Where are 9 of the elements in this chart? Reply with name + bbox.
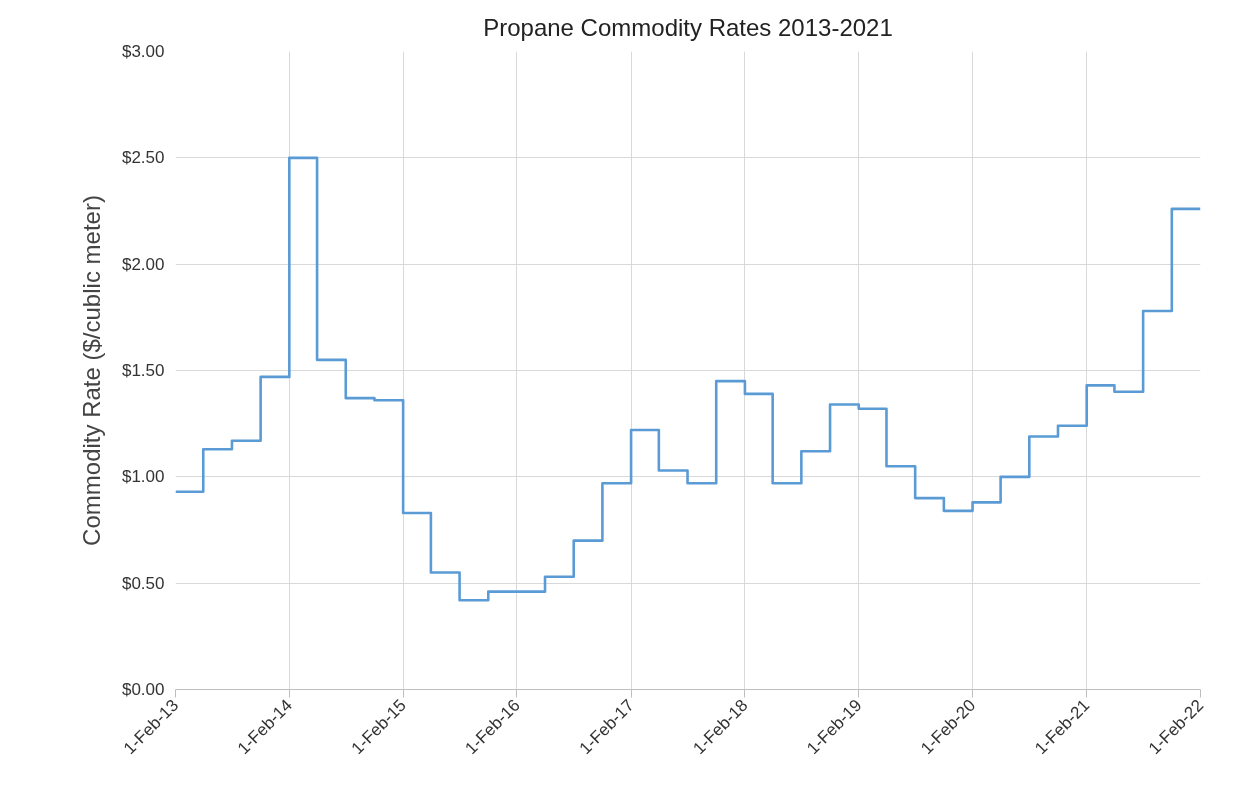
y-tick-label: $2.00 xyxy=(121,254,165,274)
y-tick-label: $1.00 xyxy=(121,467,165,487)
y-tick-label: $3.00 xyxy=(121,42,165,61)
y-tick-label: $2.50 xyxy=(121,148,165,168)
y-axis-title: Commodity Rate ($/cublic meter) xyxy=(77,195,105,546)
y-tick-label: $0.50 xyxy=(121,573,165,593)
y-tick-label: $1.50 xyxy=(121,361,165,380)
y-tick-label: $0.00 xyxy=(121,680,165,699)
chart-title: Propane Commodity Rates 2013-2021 xyxy=(483,13,893,41)
